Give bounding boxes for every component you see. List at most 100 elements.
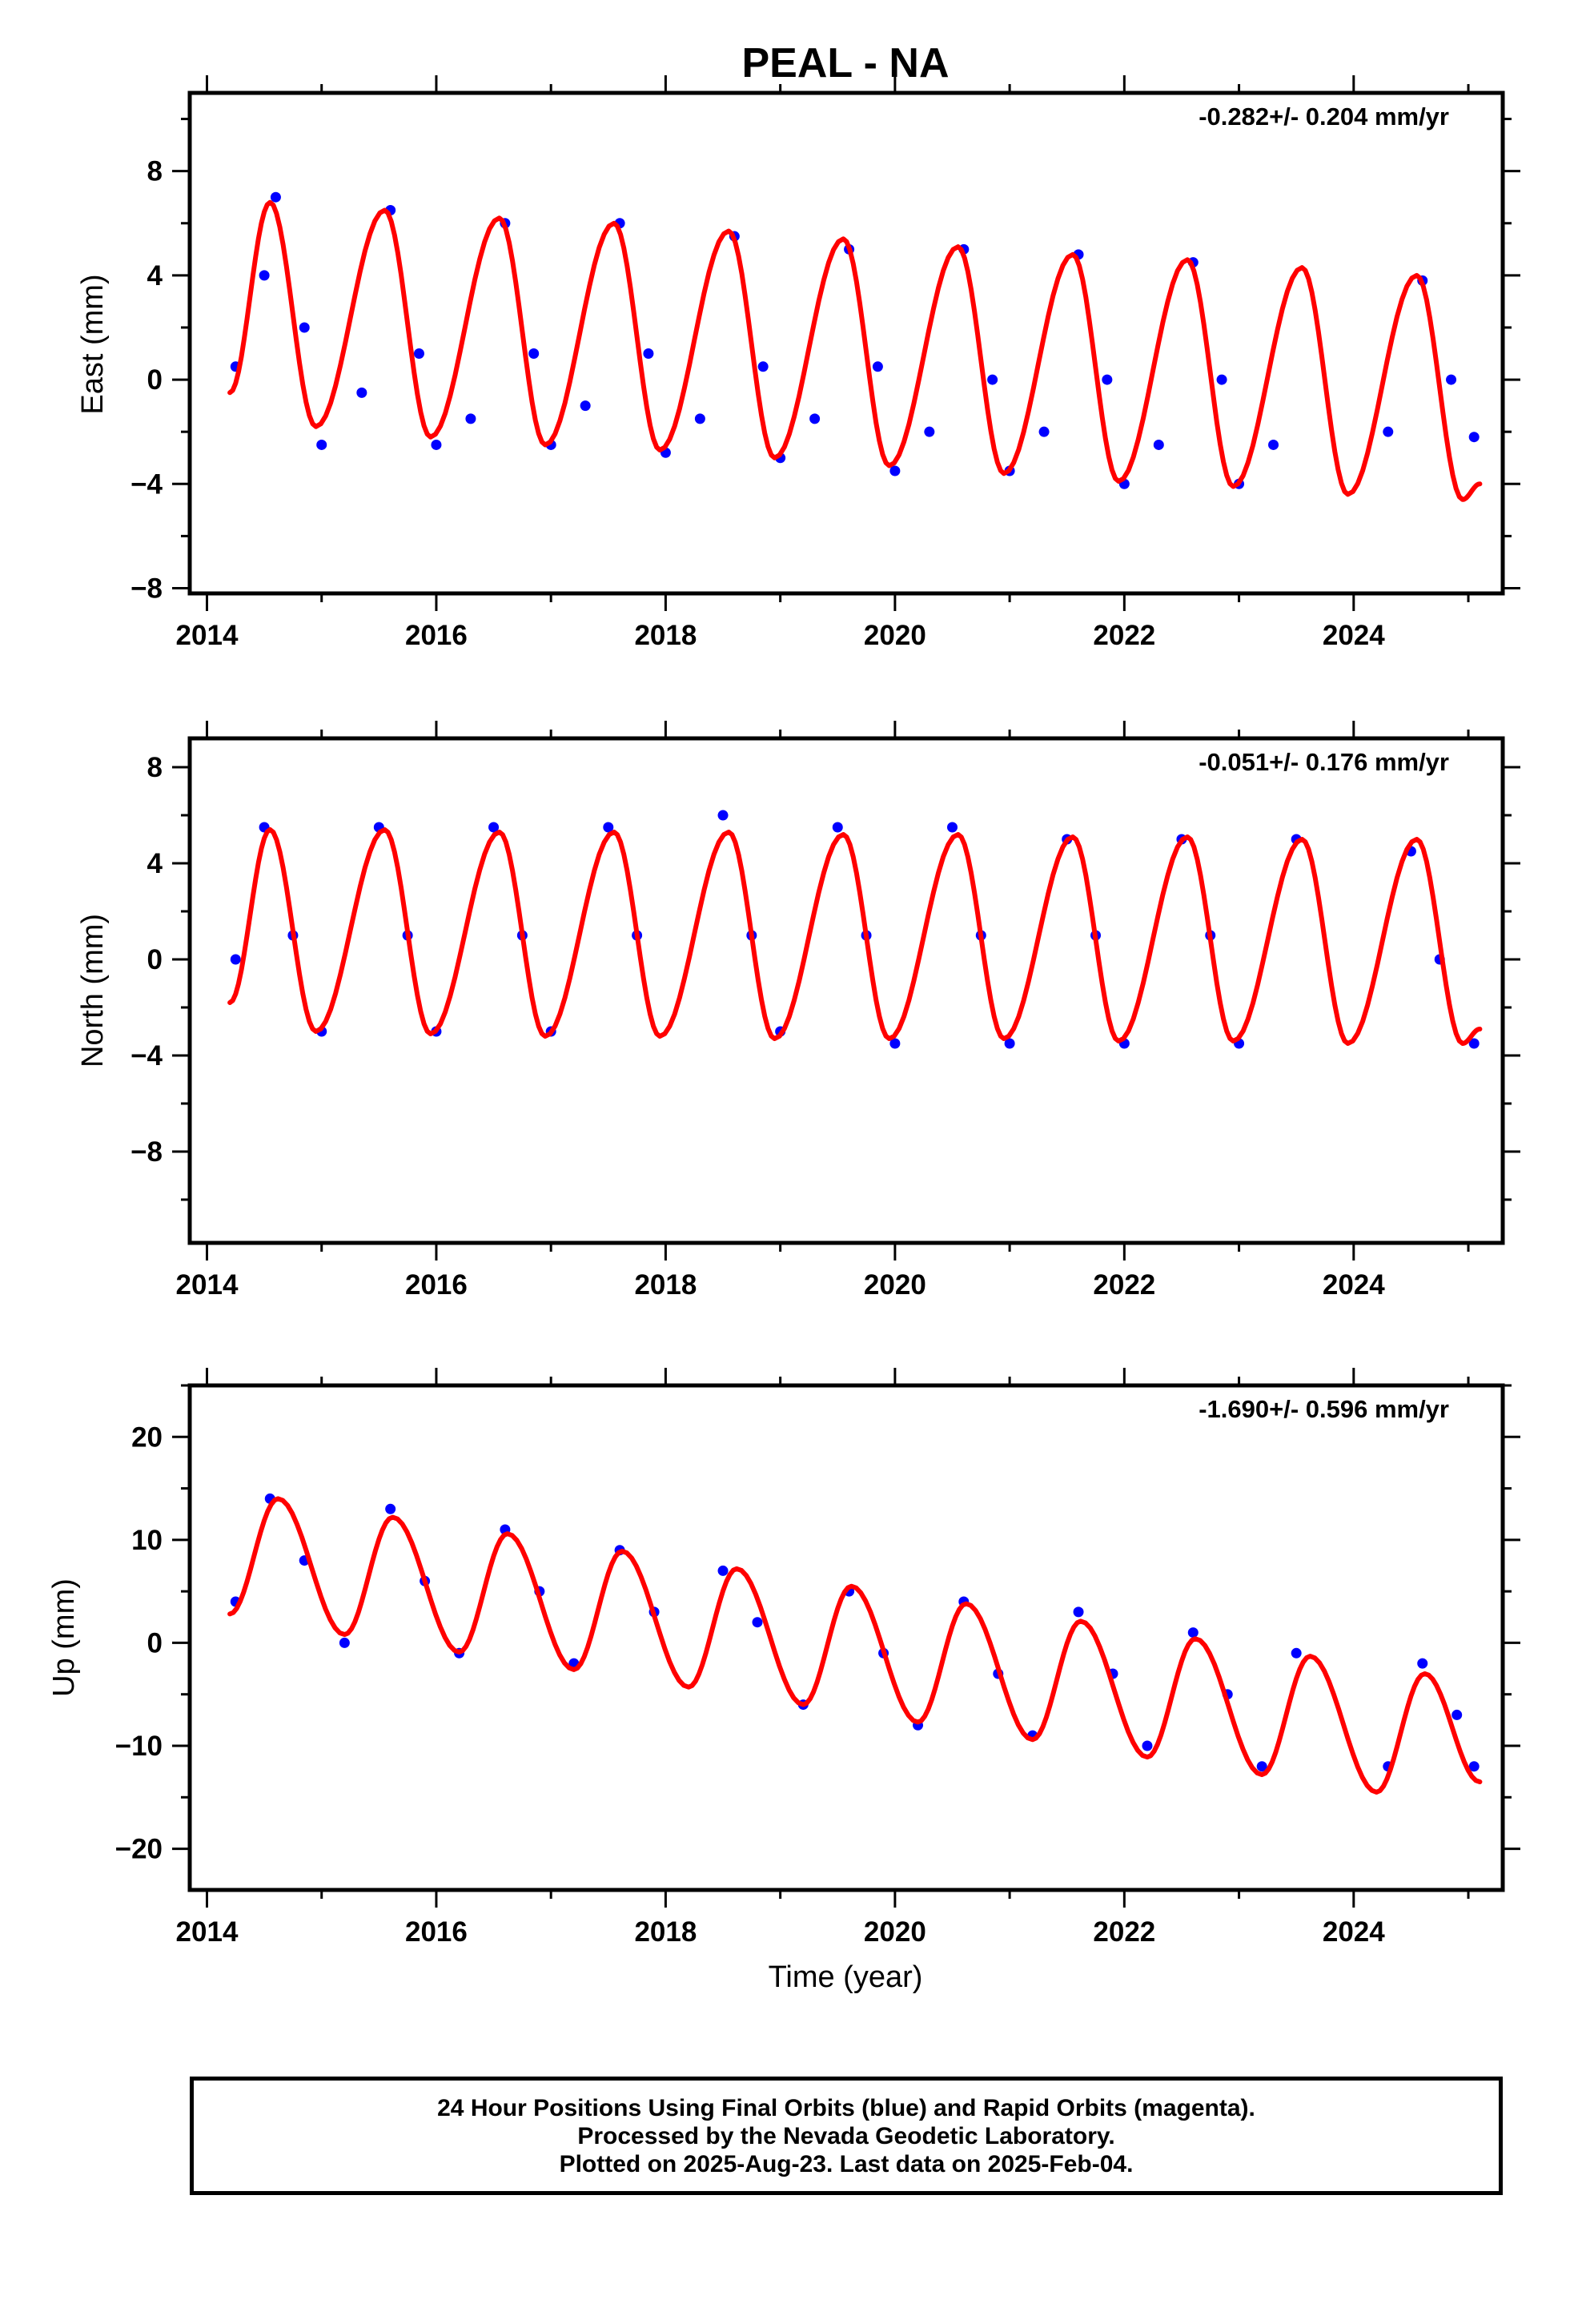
y-tick-label: 4 (147, 848, 163, 879)
y-tick-label: 20 (131, 1421, 163, 1453)
rate-label-north: -0.051+/- 0.176 mm/yr (1199, 748, 1449, 776)
data-point (717, 810, 729, 821)
fit-line-north (227, 827, 1483, 1046)
y-axis-label-north: North (mm) (76, 914, 110, 1068)
data-point (889, 1038, 901, 1049)
data-point (832, 822, 843, 833)
rate-label-up: -1.690+/- 0.596 mm/yr (1199, 1395, 1449, 1423)
x-tick-label: 2024 (1323, 620, 1385, 651)
points-east (230, 191, 1480, 489)
y-tick-label: 0 (147, 364, 163, 396)
ticks-east: 2014 2016 2018 2020 2022 2024 −8 −4 0 4 8 (130, 75, 1520, 651)
footer-line-3: Plotted on 2025-Aug-23. Last data on 202… (559, 2151, 1134, 2177)
y-tick-label: 0 (147, 1627, 163, 1659)
y-tick-label: 4 (147, 260, 163, 292)
ticks-north: 2014 2016 2018 2020 2022 2024 −8 −4 0 4 8 (130, 721, 1520, 1301)
data-point (1102, 374, 1113, 385)
plot-frame-up (187, 1383, 1505, 1892)
data-point (717, 1565, 729, 1576)
y-tick-label: 8 (147, 752, 163, 783)
footer-line-2: Processed by the Nevada Geodetic Laborat… (577, 2123, 1115, 2149)
data-point (1216, 374, 1227, 385)
x-tick-label: 2016 (405, 1916, 468, 1948)
y-axis-label-up: Up (mm) (47, 1578, 81, 1697)
panel-east: 2014 2016 2018 2020 2022 2024 −8 −4 0 4 8 -0.282+/… (76, 75, 1520, 651)
points-up (230, 1493, 1480, 1772)
data-point (889, 465, 901, 476)
x-tick-label: 2018 (634, 620, 697, 651)
x-tick-label: 2018 (634, 1916, 697, 1948)
data-point (603, 822, 614, 833)
plot-frame-north (187, 736, 1505, 1245)
data-point (924, 426, 935, 437)
plot-frame-east (187, 90, 1505, 596)
data-point (987, 374, 998, 385)
fit-line-up (227, 1496, 1483, 1795)
data-point (1291, 1647, 1302, 1659)
y-tick-label: −8 (130, 573, 163, 604)
x-tick-label: 2018 (634, 1269, 697, 1301)
data-point (580, 400, 591, 412)
y-tick-label: −8 (130, 1136, 163, 1168)
footer-box: 24 Hour Positions Using Final Orbits (bl… (190, 2077, 1503, 2195)
y-tick-label: −10 (115, 1731, 163, 1762)
x-axis-label: Time (year) (769, 1960, 923, 1994)
data-point (385, 1503, 396, 1514)
y-axis-label-east: East (mm) (76, 274, 110, 414)
data-point (946, 822, 958, 833)
x-tick-label: 2014 (176, 1269, 239, 1301)
x-tick-label: 2024 (1323, 1269, 1385, 1301)
panel-north: 2014 2016 2018 2020 2022 2024 −8 −4 0 4 8 -0.051+/… (76, 721, 1520, 1301)
chart-title: PEAL - NA (741, 40, 949, 86)
data-point (431, 439, 442, 450)
data-point (1153, 439, 1164, 450)
data-point (465, 413, 476, 424)
x-tick-label: 2014 (176, 1916, 239, 1948)
x-tick-label: 2016 (405, 1269, 468, 1301)
data-point (1073, 1606, 1084, 1618)
data-point (259, 270, 270, 281)
data-point (1452, 1709, 1463, 1720)
x-tick-label: 2020 (864, 1916, 926, 1948)
data-point (299, 322, 310, 333)
y-tick-label: 10 (131, 1525, 163, 1556)
data-point (1256, 1761, 1267, 1772)
data-point (694, 413, 705, 424)
data-point (270, 191, 281, 203)
fit-line-east (227, 199, 1483, 502)
data-point (1038, 426, 1050, 437)
data-point (528, 348, 540, 360)
y-tick-label: −4 (130, 468, 163, 500)
y-tick-label: −4 (130, 1040, 163, 1072)
data-point (1268, 439, 1279, 450)
x-tick-label: 2022 (1093, 1916, 1155, 1948)
data-point (752, 1617, 763, 1628)
x-tick-label: 2020 (864, 1269, 926, 1301)
data-point (339, 1637, 350, 1648)
data-point (1417, 1658, 1428, 1669)
x-tick-label: 2016 (405, 620, 468, 651)
y-tick-label: 0 (147, 944, 163, 975)
x-tick-label: 2022 (1093, 1269, 1155, 1301)
data-point (643, 348, 654, 360)
x-tick-label: 2020 (864, 620, 926, 651)
x-tick-label: 2022 (1093, 620, 1155, 651)
data-point (488, 822, 500, 833)
data-point (1468, 432, 1480, 443)
data-point (872, 361, 883, 372)
data-point (230, 954, 241, 965)
data-point (1187, 1627, 1199, 1638)
data-point (1468, 1761, 1480, 1772)
y-tick-label: 8 (147, 156, 163, 187)
data-point (413, 348, 424, 360)
y-tick-label: −20 (115, 1834, 163, 1865)
ticks-up: 2014 2016 2018 2020 2022 2024 −20 −10 0 10 20 (115, 1368, 1520, 1948)
x-tick-label: 2014 (176, 620, 239, 651)
rate-label-east: -0.282+/- 0.204 mm/yr (1199, 103, 1449, 131)
data-point (1446, 374, 1457, 385)
data-point (1004, 1038, 1015, 1049)
data-point (316, 439, 327, 450)
data-point (1383, 426, 1394, 437)
panel-up: 2014 2016 2018 2020 2022 2024 −20 −10 0 10 20 -1.6… (47, 1368, 1520, 1948)
